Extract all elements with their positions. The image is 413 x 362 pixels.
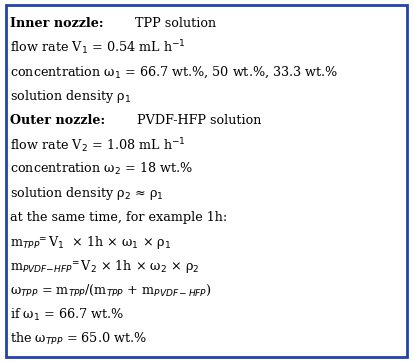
Text: the ω$_{TPP}$ = 65.0 wt.%: the ω$_{TPP}$ = 65.0 wt.%: [10, 331, 147, 347]
Text: TPP solution: TPP solution: [131, 17, 216, 30]
Text: concentration ω$_2$ = 18 wt.%: concentration ω$_2$ = 18 wt.%: [10, 161, 193, 177]
Text: solution density ρ$_2$ ≈ ρ$_1$: solution density ρ$_2$ ≈ ρ$_1$: [10, 185, 164, 202]
Text: Outer nozzle:: Outer nozzle:: [10, 114, 105, 127]
Text: m$_{TPP}$$\!$$^{=}$V$_1$  × 1h × ω$_1$ × ρ$_1$: m$_{TPP}$$\!$$^{=}$V$_1$ × 1h × ω$_1$ × …: [10, 234, 172, 251]
Text: concentration ω$_1$ = 66.7 wt.%, 50 wt.%, 33.3 wt.%: concentration ω$_1$ = 66.7 wt.%, 50 wt.%…: [10, 65, 339, 80]
Text: m$_{PVDF\!-\!HFP}$$\!$$^{=}$V$_2$ × 1h × ω$_2$ × ρ$_2$: m$_{PVDF\!-\!HFP}$$\!$$^{=}$V$_2$ × 1h ×…: [10, 258, 200, 275]
Text: solution density ρ$_1$: solution density ρ$_1$: [10, 88, 131, 105]
Text: Inner nozzle:: Inner nozzle:: [10, 17, 104, 30]
Text: if ω$_1$ = 66.7 wt.%: if ω$_1$ = 66.7 wt.%: [10, 307, 124, 323]
Text: ω$_{TPP}$ = m$_{TPP}$/(m$_{TPP}$ + m$_{PVDF-HFP}$): ω$_{TPP}$ = m$_{TPP}$/(m$_{TPP}$ + m$_{P…: [10, 283, 212, 298]
Text: at the same time, for example 1h:: at the same time, for example 1h:: [10, 211, 228, 224]
Text: PVDF-HFP solution: PVDF-HFP solution: [133, 114, 261, 127]
Text: flow rate V$_2$ = 1.08 mL h$^{-1}$: flow rate V$_2$ = 1.08 mL h$^{-1}$: [10, 136, 186, 155]
Text: flow rate V$_1$ = 0.54 mL h$^{-1}$: flow rate V$_1$ = 0.54 mL h$^{-1}$: [10, 38, 186, 57]
